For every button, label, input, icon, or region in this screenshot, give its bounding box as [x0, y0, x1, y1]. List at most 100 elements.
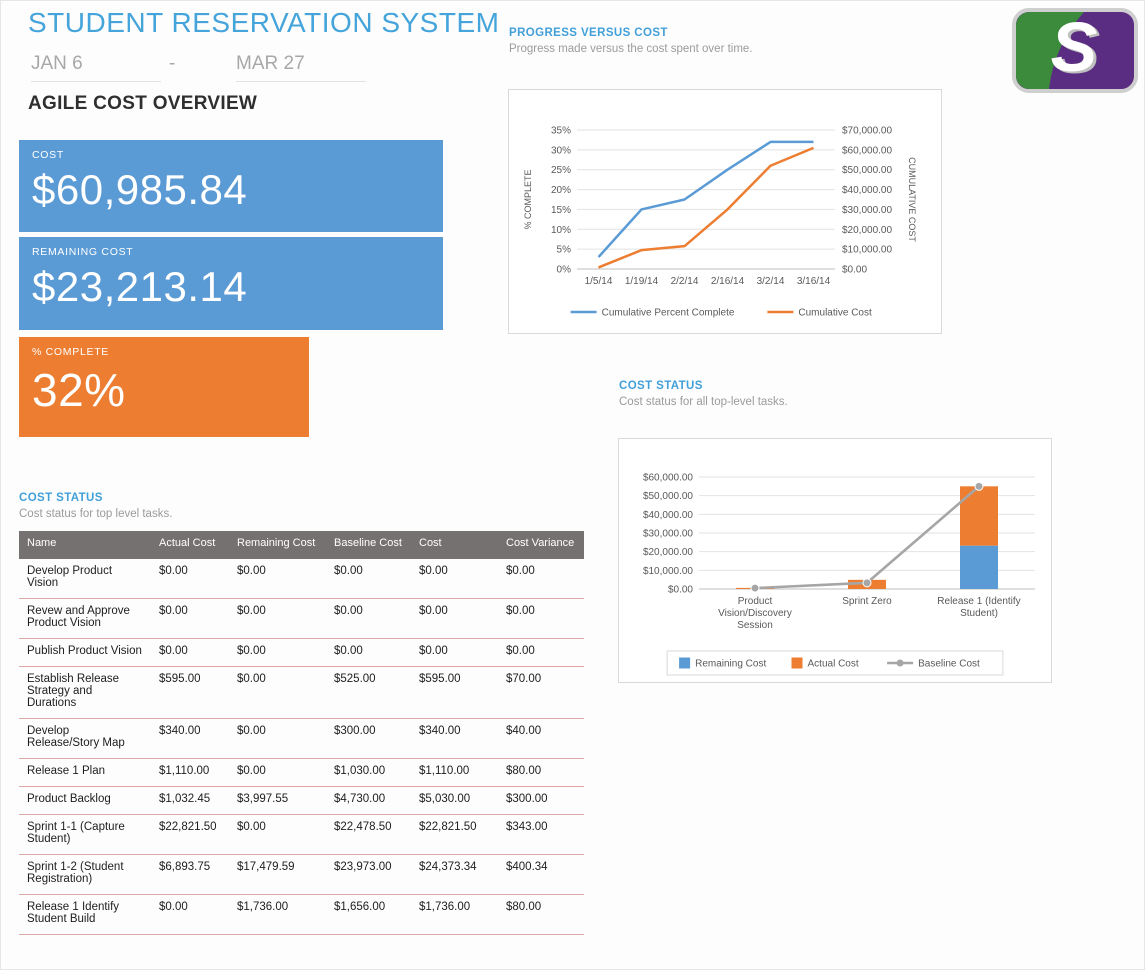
column-header: Remaining Cost	[229, 531, 326, 559]
cost-value-cell: $1,110.00	[151, 758, 229, 787]
y-axis-tick-label: $0.00	[668, 585, 693, 596]
report-subtitle: AGILE COST OVERVIEW	[28, 93, 258, 114]
table-row[interactable]: Release 1 Plan $1,110.00 $0.00 $1,030.00 $1,…	[19, 758, 584, 787]
task-name-cell: Establish Release Strategy and Durations	[19, 666, 151, 719]
kpi-card-remaining-cost[interactable]: REMAINING COST $23,213.14	[19, 237, 443, 330]
y-axis-tick-label: $10,000.00	[643, 566, 693, 577]
cost-status-chart[interactable]: $0.00 $10,000.00 $20,000.00 $30,000.00 $40,0…	[618, 438, 1052, 683]
table-row[interactable]: Develop Release/Story Map $340.00 $0.00 $30…	[19, 718, 584, 759]
cost-value-cell: $70.00	[498, 666, 584, 719]
progress-versus-cost-chart[interactable]: 0% 5% 10% 15% 20% 25% 30% 35% $0.00 $10,000.00 $20…	[508, 89, 942, 334]
y-axis-tick-label: $50,000.00	[643, 491, 693, 502]
cost-value-cell: $300.00	[498, 786, 584, 815]
cost-value-cell: $0.00	[229, 559, 326, 599]
table-row[interactable]: Revew and Approve Product Vision $0.00 $0.…	[19, 598, 584, 639]
cost-value-cell: $400.34	[498, 854, 584, 895]
x-axis-tick-label: 3/2/14	[757, 276, 785, 287]
y-axis-tick-label: $30,000.00	[643, 529, 693, 540]
baseline-line	[754, 485, 980, 590]
cost-value-cell: $0.00	[411, 638, 498, 667]
legend-label: Cumulative Cost	[798, 308, 872, 319]
series-line	[598, 146, 814, 269]
x-axis-tick-label: 2/16/14	[711, 276, 745, 287]
cost-value-cell: $1,032.45	[151, 786, 229, 815]
company-logo: S S	[1011, 7, 1139, 94]
cost-status-table-title: COST STATUS	[19, 492, 103, 504]
cost-status-chart-title: COST STATUS	[619, 380, 703, 392]
cost-value-cell: $4,730.00	[326, 786, 411, 815]
cost-value-cell: $0.00	[151, 598, 229, 639]
x-axis-tick-label: 1/19/14	[625, 276, 659, 287]
task-name-cell: Develop Release/Story Map	[19, 718, 151, 759]
table-row[interactable]: Publish Product Vision $0.00 $0.00 $0.00 $0.…	[19, 638, 584, 667]
baseline-marker	[974, 481, 984, 491]
category-label: Release 1 (Identify	[937, 596, 1020, 607]
legend-swatch-marker	[896, 659, 904, 667]
cost-value-cell: $595.00	[411, 666, 498, 719]
kpi-label: REMAINING COST	[32, 246, 134, 258]
cost-value-cell: $24,373.34	[411, 854, 498, 895]
table-header: Name Actual Cost Remaining Cost Baseline Co…	[19, 531, 584, 559]
cost-value-cell: $3,997.55	[229, 786, 326, 815]
table-row[interactable]: Establish Release Strategy and Durations…	[19, 666, 584, 719]
cost-value-cell: $0.00	[229, 814, 326, 855]
cost-value-cell: $0.00	[326, 559, 411, 599]
cost-value-cell: $1,656.00	[326, 894, 411, 935]
cost-value-cell: $0.00	[229, 598, 326, 639]
cost-value-cell: $0.00	[411, 559, 498, 599]
report-title: STUDENT RESERVATION SYSTEM	[28, 7, 500, 38]
column-header: Cost Variance	[498, 531, 584, 559]
y-axis-tick-label: $20,000.00	[643, 547, 693, 558]
cost-value-cell: $0.00	[498, 559, 584, 599]
left-axis-tick-label: 0%	[557, 265, 572, 276]
legend-swatch	[679, 657, 691, 669]
category-label: Vision/Discovery	[718, 608, 792, 619]
cost-status-table-subtitle: Cost status for top level tasks.	[19, 508, 173, 520]
table-row[interactable]: Sprint 1-2 (Student Registration) $6,893.…	[19, 854, 584, 895]
bar-segment	[960, 545, 998, 589]
left-axis-tick-label: 30%	[551, 145, 571, 156]
cost-value-cell: $0.00	[498, 638, 584, 667]
cost-value-cell: $0.00	[326, 638, 411, 667]
table-row[interactable]: Release 1 Identify Student Build $0.00 $1,…	[19, 894, 584, 935]
task-name-cell: Sprint 1-2 (Student Registration)	[19, 854, 151, 895]
progress-section-title: PROGRESS VERSUS COST	[509, 27, 668, 39]
logo-letter: S	[1051, 8, 1098, 86]
date-end-field[interactable]: MAR 27	[236, 53, 366, 82]
category-label: Product	[738, 596, 773, 607]
column-header: Cost	[411, 531, 498, 559]
legend-label: Cumulative Percent Complete	[602, 308, 735, 319]
legend-box	[666, 650, 1004, 676]
table-row[interactable]: Sprint 1-1 (Capture Student) $22,821.50 $0…	[19, 814, 584, 855]
cost-value-cell: $1,110.00	[411, 758, 498, 787]
right-axis-tick-label: $0.00	[842, 265, 867, 276]
x-axis-tick-label: 3/16/14	[797, 276, 831, 287]
cost-value-cell: $0.00	[151, 559, 229, 599]
table-row[interactable]: Develop Product Vision $0.00 $0.00 $0.00 $0.…	[19, 559, 584, 599]
cost-value-cell: $1,736.00	[411, 894, 498, 935]
category-label: Sprint Zero	[842, 596, 892, 607]
kpi-card-cost[interactable]: COST $60,985.84	[19, 140, 443, 232]
cost-value-cell: $0.00	[326, 598, 411, 639]
series-line	[597, 140, 814, 258]
baseline-marker	[750, 583, 760, 593]
cost-status-chart-subtitle: Cost status for all top-level tasks.	[619, 396, 788, 408]
baseline-marker	[862, 578, 872, 588]
progress-section-subtitle: Progress made versus the cost spent over…	[509, 43, 753, 55]
cost-value-cell: $5,030.00	[411, 786, 498, 815]
column-header: Baseline Cost	[326, 531, 411, 559]
task-name-cell: Publish Product Vision	[19, 638, 151, 667]
bar-chart-canvas: $0.00 $10,000.00 $20,000.00 $30,000.00 $40,0…	[643, 473, 1035, 676]
table-row[interactable]: Product Backlog $1,032.45 $3,997.55 $4,730.…	[19, 786, 584, 815]
line-chart-canvas: 0% 5% 10% 15% 20% 25% 30% 35% $0.00 $10,000.00 $20…	[523, 126, 917, 319]
cost-value-cell: $595.00	[151, 666, 229, 719]
cost-table-body: Develop Product Vision $0.00 $0.00 $0.00 $0.…	[19, 559, 584, 935]
cost-value-cell: $80.00	[498, 894, 584, 935]
left-axis-tick-label: 25%	[551, 165, 571, 176]
cost-value-cell: $1,030.00	[326, 758, 411, 787]
kpi-card-percent-complete[interactable]: % COMPLETE 32%	[19, 337, 309, 437]
table-header-row: Name Actual Cost Remaining Cost Baseline Co…	[19, 531, 584, 559]
date-start-field[interactable]: JAN 6	[31, 53, 161, 82]
cost-status-table[interactable]: Name Actual Cost Remaining Cost Baseline Co…	[19, 531, 584, 935]
task-name-cell: Develop Product Vision	[19, 559, 151, 599]
